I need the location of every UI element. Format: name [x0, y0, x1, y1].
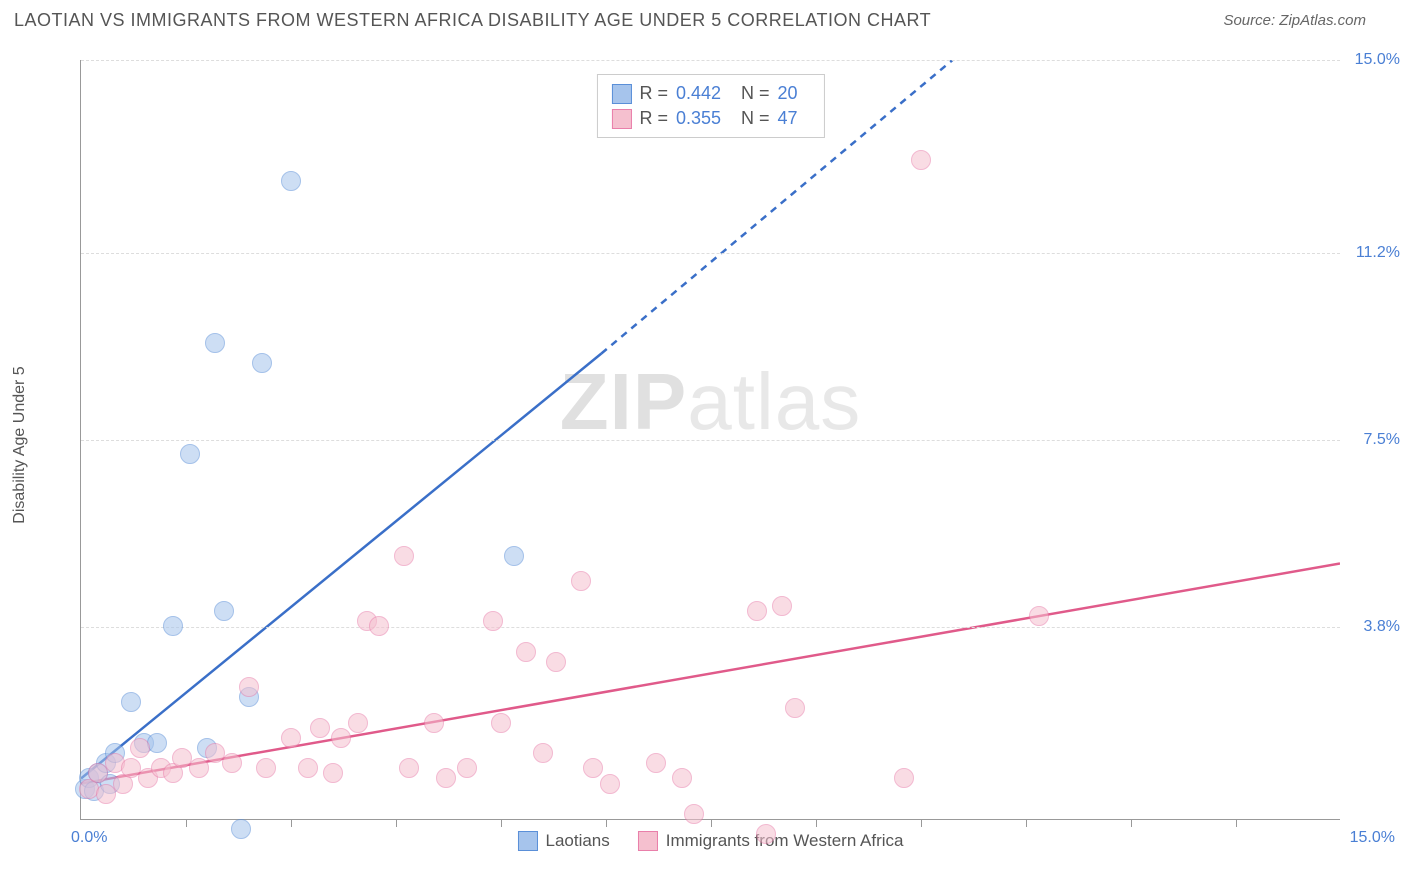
plot-area: ZIPatlas R = 0.442 N = 20 R = 0.355 N = …: [80, 60, 1340, 820]
scatter-point: [163, 616, 183, 636]
scatter-point: [239, 677, 259, 697]
stats-row-1: R = 0.442 N = 20: [611, 81, 809, 106]
x-tick: [396, 819, 397, 827]
scatter-point: [600, 774, 620, 794]
stats-r-value-1: 0.442: [676, 83, 721, 104]
chart-title: LAOTIAN VS IMMIGRANTS FROM WESTERN AFRIC…: [14, 10, 931, 31]
scatter-point: [646, 753, 666, 773]
scatter-point: [672, 768, 692, 788]
scatter-point: [747, 601, 767, 621]
scatter-point: [399, 758, 419, 778]
legend-item-1: Laotians: [517, 831, 609, 851]
gridline: [81, 627, 1340, 628]
scatter-point: [121, 692, 141, 712]
stats-n-value-1: 20: [778, 83, 798, 104]
stats-n-value-2: 47: [778, 108, 798, 129]
scatter-point: [424, 713, 444, 733]
scatter-point: [331, 728, 351, 748]
bottom-legend: Laotians Immigrants from Western Africa: [517, 831, 903, 851]
stats-n-label-2: N =: [741, 108, 770, 129]
scatter-point: [323, 763, 343, 783]
scatter-point: [911, 150, 931, 170]
x-tick: [711, 819, 712, 827]
gridline: [81, 440, 1340, 441]
x-max-label: 15.0%: [1350, 829, 1395, 847]
legend-label-1: Laotians: [545, 831, 609, 851]
x-tick: [1236, 819, 1237, 827]
scatter-point: [348, 713, 368, 733]
stats-box: R = 0.442 N = 20 R = 0.355 N = 47: [596, 74, 824, 138]
x-origin-label: 0.0%: [71, 829, 107, 847]
scatter-point: [394, 546, 414, 566]
gridline: [81, 60, 1340, 61]
scatter-point: [772, 596, 792, 616]
stats-swatch-2: [611, 109, 631, 129]
scatter-point: [457, 758, 477, 778]
scatter-point: [785, 698, 805, 718]
stats-n-label-1: N =: [741, 83, 770, 104]
y-tick-label: 3.8%: [1364, 618, 1400, 636]
scatter-point: [256, 758, 276, 778]
scatter-point: [369, 616, 389, 636]
scatter-point: [504, 546, 524, 566]
watermark: ZIPatlas: [560, 356, 861, 448]
x-tick: [606, 819, 607, 827]
scatter-point: [252, 353, 272, 373]
watermark-rest: atlas: [687, 357, 861, 446]
legend-swatch-2: [638, 831, 658, 851]
chart-source: Source: ZipAtlas.com: [1223, 12, 1366, 29]
scatter-point: [281, 728, 301, 748]
stats-r-label-2: R =: [639, 108, 668, 129]
x-tick: [816, 819, 817, 827]
scatter-point: [684, 804, 704, 824]
scatter-point: [130, 738, 150, 758]
scatter-point: [222, 753, 242, 773]
y-tick-label: 11.2%: [1356, 244, 1400, 262]
scatter-point: [231, 819, 251, 839]
scatter-point: [189, 758, 209, 778]
scatter-point: [546, 652, 566, 672]
scatter-point: [571, 571, 591, 591]
x-tick: [291, 819, 292, 827]
legend-swatch-1: [517, 831, 537, 851]
scatter-point: [281, 171, 301, 191]
scatter-point: [483, 611, 503, 631]
scatter-point: [491, 713, 511, 733]
chart-header: LAOTIAN VS IMMIGRANTS FROM WESTERN AFRIC…: [0, 0, 1406, 31]
stats-r-value-2: 0.355: [676, 108, 721, 129]
gridline: [81, 253, 1340, 254]
scatter-point: [205, 333, 225, 353]
scatter-point: [756, 824, 776, 844]
x-tick: [1026, 819, 1027, 827]
stats-r-label-1: R =: [639, 83, 668, 104]
x-tick: [186, 819, 187, 827]
scatter-point: [310, 718, 330, 738]
scatter-point: [1029, 606, 1049, 626]
scatter-point: [298, 758, 318, 778]
x-tick: [501, 819, 502, 827]
watermark-bold: ZIP: [560, 357, 687, 446]
x-tick: [1131, 819, 1132, 827]
chart-container: Disability Age Under 5 ZIPatlas R = 0.44…: [50, 50, 1370, 840]
scatter-point: [516, 642, 536, 662]
scatter-point: [214, 601, 234, 621]
y-axis-label: Disability Age Under 5: [11, 366, 29, 523]
legend-label-2: Immigrants from Western Africa: [666, 831, 904, 851]
scatter-point: [436, 768, 456, 788]
scatter-point: [894, 768, 914, 788]
y-tick-label: 15.0%: [1355, 51, 1400, 69]
scatter-point: [180, 444, 200, 464]
scatter-point: [533, 743, 553, 763]
scatter-point: [583, 758, 603, 778]
stats-row-2: R = 0.355 N = 47: [611, 106, 809, 131]
stats-swatch-1: [611, 84, 631, 104]
y-tick-label: 7.5%: [1364, 431, 1400, 449]
x-tick: [921, 819, 922, 827]
